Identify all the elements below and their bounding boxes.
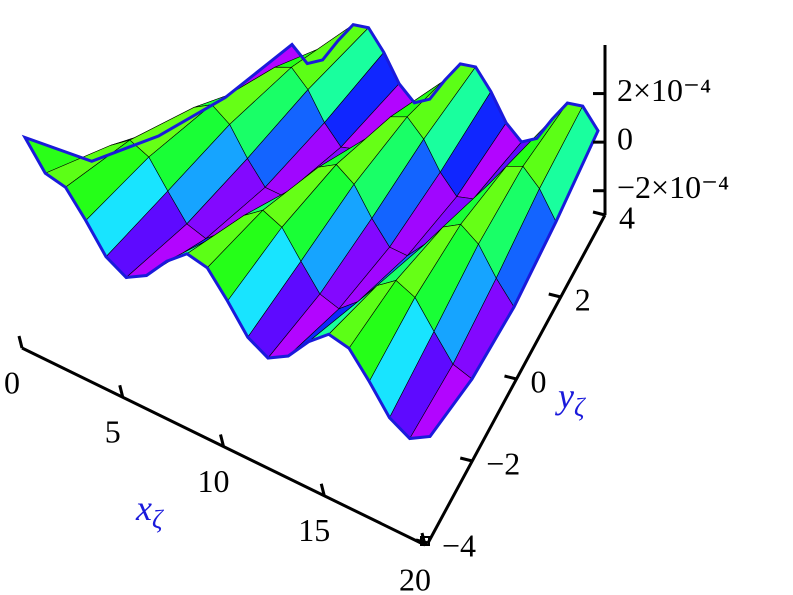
y-axis-label: yζ [555,376,586,422]
y-tick-label: 2 [575,281,591,317]
x-tick [319,483,326,497]
surface [21,23,600,441]
x-tick [219,434,225,447]
y-tick [592,210,606,217]
z-tick-label: 2×10⁻⁴ [617,72,711,108]
y-tick-label: −4 [442,527,476,563]
y-tick [548,292,562,299]
z-tick-label: 0 [617,120,633,156]
x-tick-label: 15 [298,512,330,548]
x-axis-label: xζ [135,488,164,534]
y-tick [504,374,517,381]
x-tick [17,335,24,349]
z-tick-label: −2×10⁻⁴ [617,169,729,205]
y-tick-label: 4 [619,199,635,235]
axis-corner [420,536,430,546]
axes: 0 5 10 15 20 −4 −2 0 2 4−2×10⁻⁴ 0 2×10⁻⁴ [4,45,729,595]
x-tick-label: 5 [105,414,121,450]
x-tick-label: 10 [198,463,230,499]
x-tick [118,384,125,398]
surface-edge [21,23,600,441]
y-tick-label: −2 [486,445,520,481]
y-tick [459,456,473,463]
x-tick-label: 0 [4,364,20,400]
x-tick-label: 20 [399,561,431,595]
y-tick-label: 0 [531,363,547,399]
